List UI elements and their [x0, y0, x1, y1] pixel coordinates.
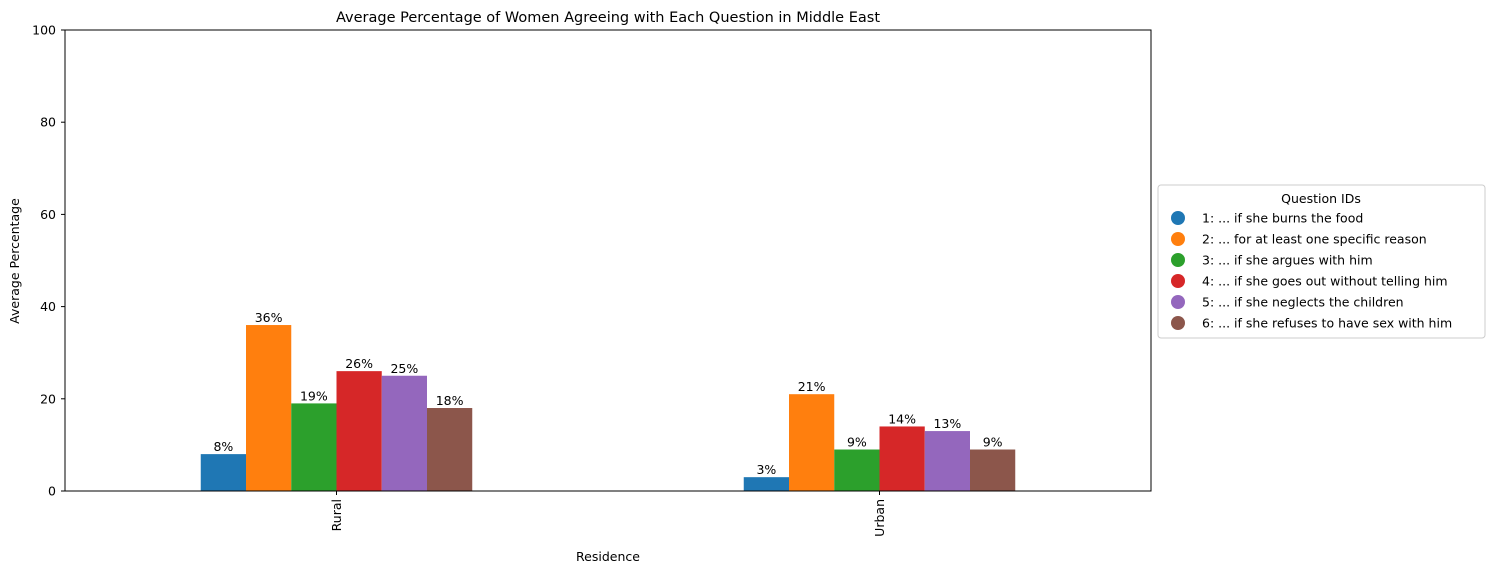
legend-title: Question IDs — [1281, 191, 1361, 206]
y-tick-label: 80 — [40, 115, 56, 130]
bar-series-2-rural — [246, 325, 292, 491]
data-label: 19% — [300, 388, 328, 403]
legend-entry-1: 1: ... if she burns the food — [1202, 211, 1363, 226]
legend-marker-1 — [1171, 211, 1185, 225]
legend-entry-5: 5: ... if she neglects the children — [1202, 295, 1404, 310]
bar-series-3-rural — [291, 403, 337, 491]
legend-marker-4 — [1171, 274, 1185, 288]
legend-frame — [1157, 184, 1486, 339]
x-tick-label: Urban — [872, 499, 887, 537]
x-tick-label: Rural — [329, 499, 344, 531]
bar-series-1-urban — [743, 477, 789, 491]
chart-title: Average Percentage of Women Agreeing wit… — [336, 10, 880, 26]
legend-marker-6 — [1171, 316, 1185, 330]
legend-items: 1: ... if she burns the food 2: ... for a… — [1171, 211, 1452, 331]
bar-series-6-rural — [427, 408, 473, 491]
bar-series-4-urban — [879, 426, 925, 491]
y-tick-label: 40 — [40, 299, 56, 314]
bar-series-5-urban — [924, 431, 970, 491]
data-label: 8% — [213, 439, 233, 454]
legend-marker-3 — [1171, 253, 1185, 267]
data-label: 9% — [847, 435, 867, 450]
legend-entry-4: 4: ... if she goes out without telling h… — [1202, 274, 1448, 289]
bar-series-5-rural — [381, 375, 427, 491]
y-tick-label: 20 — [40, 391, 56, 406]
legend-marker-2 — [1171, 232, 1185, 246]
legend: Question IDs 1: ... if she burns the foo… — [1157, 184, 1486, 339]
legend-entry-2: 2: ... for at least one specific reason — [1202, 232, 1427, 247]
y-tick-label: 60 — [40, 207, 56, 222]
data-label: 25% — [390, 361, 418, 376]
plot-frame — [64, 29, 1152, 492]
bar-series-2-urban — [789, 394, 835, 491]
bar-series-4-rural — [336, 371, 382, 491]
data-label: 3% — [756, 462, 776, 477]
legend-marker-5 — [1171, 295, 1185, 309]
data-label: 14% — [888, 411, 916, 426]
data-label: 18% — [436, 393, 464, 408]
y-tick-label: 100 — [32, 23, 56, 38]
legend-entry-3: 3: ... if she argues with him — [1202, 253, 1373, 268]
y-axis-label: Average Percentage — [7, 198, 22, 324]
bar-series-1-rural — [200, 454, 246, 491]
bars-layer — [200, 325, 1016, 491]
data-label: 36% — [255, 310, 283, 325]
data-label: 9% — [983, 435, 1003, 450]
bar-series-3-urban — [834, 449, 880, 491]
legend-entry-6: 6: ... if she refuses to have sex with h… — [1202, 316, 1452, 331]
x-axis: Rural Urban — [329, 491, 887, 537]
data-labels-layer: 8% 3% 36% 21% 19% 9% 26% 14% 25% 13% 18% 9% — [213, 310, 1002, 477]
data-label: 26% — [345, 356, 373, 371]
y-tick-label: 0 — [48, 484, 56, 499]
bar-series-6-urban — [970, 449, 1016, 491]
data-label: 13% — [933, 416, 961, 431]
x-axis-label: Residence — [576, 549, 640, 564]
data-label: 21% — [798, 379, 826, 394]
y-axis: 0 20 40 60 80 100 — [32, 23, 65, 499]
